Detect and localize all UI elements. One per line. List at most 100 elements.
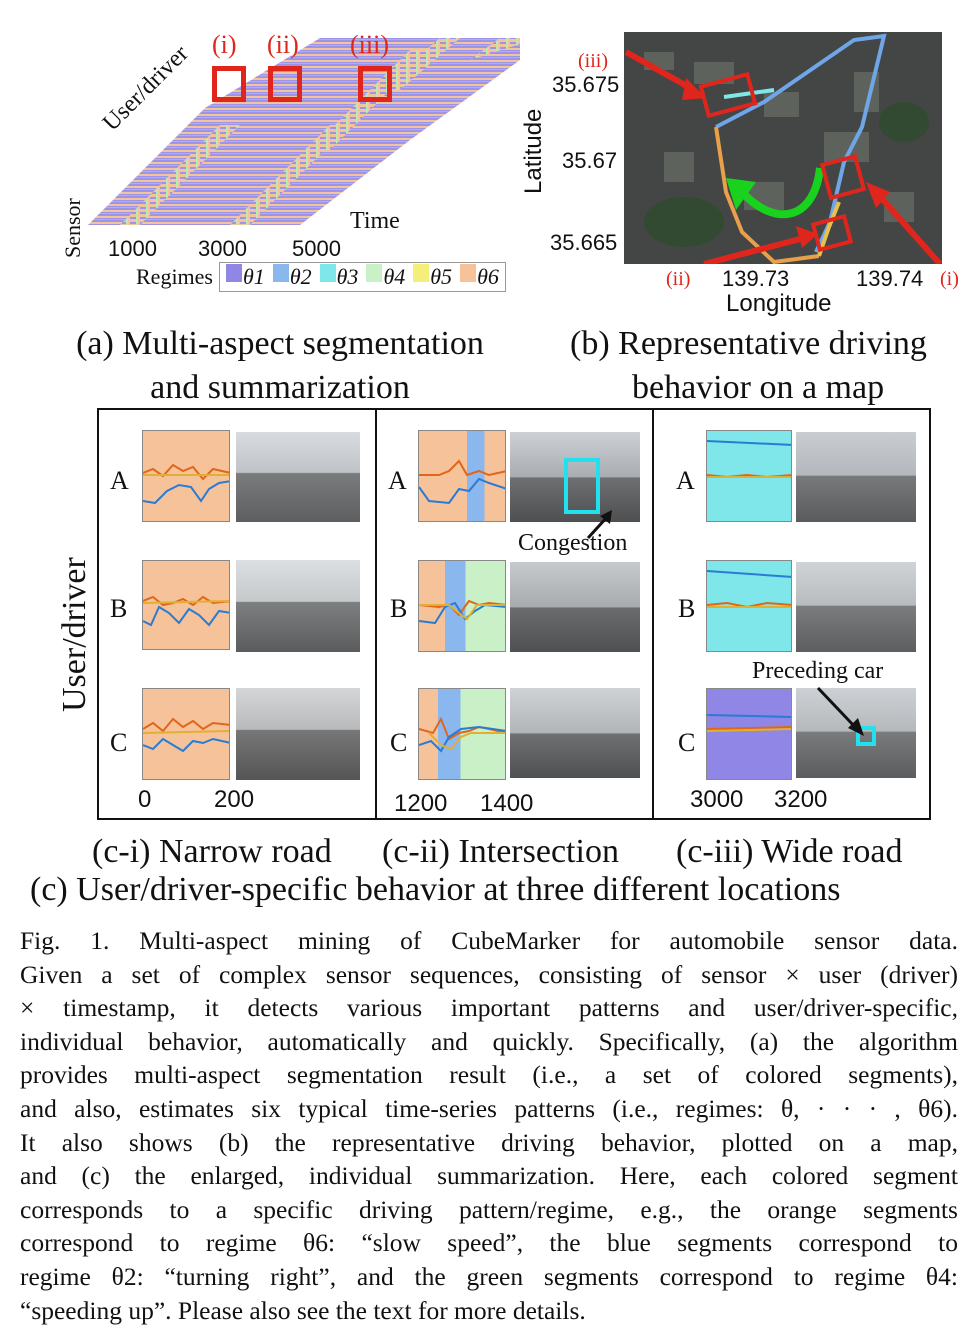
plot-ii-C <box>418 688 506 780</box>
caption-c-ii: (c-ii) Intersection <box>382 833 619 870</box>
marker-i: (i) <box>212 30 237 59</box>
lat-tick-3: 35.665 <box>550 230 618 255</box>
lat-tick-1: 35.675 <box>552 72 620 97</box>
row-label-C-i: C <box>110 728 128 757</box>
photo-i-A <box>236 432 360 522</box>
row-label-A-iii: A <box>676 466 695 495</box>
lat-axis-label: Latitude <box>520 108 547 194</box>
regimes-legend: Regimes θ1 θ2 θ3 θ4 θ5 θ6 <box>136 262 506 292</box>
caption-c: (c) User/driver-specific behavior at thr… <box>30 871 841 908</box>
plot-iii-C <box>706 688 792 780</box>
map-marker-ii: (ii) <box>666 268 691 290</box>
lat-tick-2: 35.67 <box>562 148 618 173</box>
photo-ii-C <box>510 688 640 778</box>
figure-caption-lines: Fig. 1. Multi-aspect mining of CubeMarke… <box>20 924 958 1327</box>
caption-line: and also, estimates six typical time-ser… <box>20 1093 958 1123</box>
time-axis-label: Time <box>348 208 402 235</box>
photo-iii-A <box>796 432 916 522</box>
figure-caption: Fig. 1. Multi-aspect mining of CubeMarke… <box>20 924 958 1327</box>
photo-iii-B <box>796 562 916 652</box>
tick-iii-1: 3200 <box>774 786 828 813</box>
caption-a-line1: (a) Multi-aspect segmentation <box>76 325 484 362</box>
row-label-B-i: B <box>110 594 128 623</box>
row-label-C-ii: C <box>390 728 408 757</box>
lon-tick-1: 139.73 <box>722 266 790 291</box>
segment-box-i <box>212 66 246 102</box>
caption-c-i: (c-i) Narrow road <box>92 833 332 870</box>
time-tick-1: 1000 <box>108 236 157 261</box>
sensor-axis-label: Sensor <box>60 198 85 258</box>
preceding-car-highlight <box>856 726 876 746</box>
caption-line: Given a set of complex sensor sequences,… <box>20 959 958 989</box>
regime-swatch <box>226 264 242 282</box>
tick-i-0: 0 <box>138 786 152 813</box>
caption-line: corresponds to a specific driving patter… <box>20 1194 958 1224</box>
regime-swatch <box>460 264 477 282</box>
row-label-B-ii: B <box>390 594 408 623</box>
row-label-B-iii: B <box>678 594 696 623</box>
caption-line: individual behavior, automatically and q… <box>20 1026 958 1056</box>
regimes-legend-box: θ1 θ2 θ3 θ4 θ5 θ6 <box>219 262 506 292</box>
caption-line: It also shows (b) the representative dri… <box>20 1127 958 1157</box>
segment-box-iii <box>358 66 392 102</box>
row-label-C-iii: C <box>678 728 696 757</box>
photo-i-C <box>236 688 360 780</box>
photo-iii-C <box>796 688 916 778</box>
map-marker-i: (i) <box>940 268 959 290</box>
regime-label: θ6 <box>477 264 499 289</box>
regime-swatch <box>319 264 336 282</box>
tick-iii-0: 3000 <box>690 786 744 813</box>
congestion-highlight <box>564 458 600 514</box>
panel-c-divider-1 <box>375 408 377 820</box>
caption-b-line2: behavior on a map <box>632 369 885 406</box>
segment-box-ii <box>268 66 302 102</box>
caption-line: provides multi-aspect segmentation resul… <box>20 1060 958 1090</box>
row-label-A-ii: A <box>388 466 407 495</box>
plot-i-B <box>142 560 230 650</box>
time-tick-2: 3000 <box>198 236 247 261</box>
caption-c-iii: (c-iii) Wide road <box>676 833 903 870</box>
regime-swatch <box>272 264 289 282</box>
caption-line: correspond to regime θ6: “slow speed”, t… <box>20 1228 958 1258</box>
regime-label: θ1 <box>243 264 265 289</box>
panel-c-frame <box>97 408 931 820</box>
regimes-label: Regimes <box>136 264 213 289</box>
regime-swatch <box>413 264 430 282</box>
regime-label: θ4 <box>383 264 406 289</box>
tick-ii-0: 1200 <box>394 790 448 817</box>
caption-line: × timestamp, it detects various importan… <box>20 993 958 1023</box>
plot-iii-A <box>706 430 792 522</box>
satellite-map <box>624 32 942 264</box>
lon-axis-label: Longitude <box>726 290 832 317</box>
regime-label: θ2 <box>289 264 312 289</box>
preceding-car-label: Preceding car <box>752 658 884 685</box>
panel-c-divider-2 <box>652 408 654 820</box>
panel-c-ylabel: User/driver <box>56 557 93 712</box>
marker-ii: (ii) <box>267 30 299 59</box>
plot-i-A <box>142 430 230 522</box>
photo-ii-A <box>510 432 640 522</box>
marker-iii: (iii) <box>350 30 389 59</box>
lon-tick-2: 139.74 <box>856 266 924 291</box>
regime-swatch <box>366 264 383 282</box>
plot-ii-A <box>418 430 506 522</box>
tick-ii-1: 1400 <box>480 790 534 817</box>
preceding-car-arrow <box>816 686 864 736</box>
regime-label: θ5 <box>430 264 453 289</box>
caption-line: “speeding up”. Please also see the text … <box>20 1295 586 1325</box>
congestion-label: Congestion <box>518 530 628 557</box>
caption-line: and (c) the enlarged, individual summari… <box>20 1161 958 1191</box>
caption-b-line1: (b) Representative driving <box>570 325 927 362</box>
caption-a-line2: and summarization <box>150 369 410 406</box>
plot-ii-B <box>418 560 506 652</box>
segmentation-cube <box>88 38 520 225</box>
caption-line: Fig. 1. Multi-aspect mining of CubeMarke… <box>20 926 958 955</box>
time-tick-3: 5000 <box>292 236 341 261</box>
plot-iii-B <box>706 560 792 652</box>
row-label-A-i: A <box>110 466 129 495</box>
photo-ii-B <box>510 562 640 652</box>
map-marker-iii: (iii) <box>578 50 608 72</box>
regime-label: θ3 <box>336 264 359 289</box>
plot-i-C <box>142 688 230 780</box>
photo-i-B <box>236 560 360 652</box>
